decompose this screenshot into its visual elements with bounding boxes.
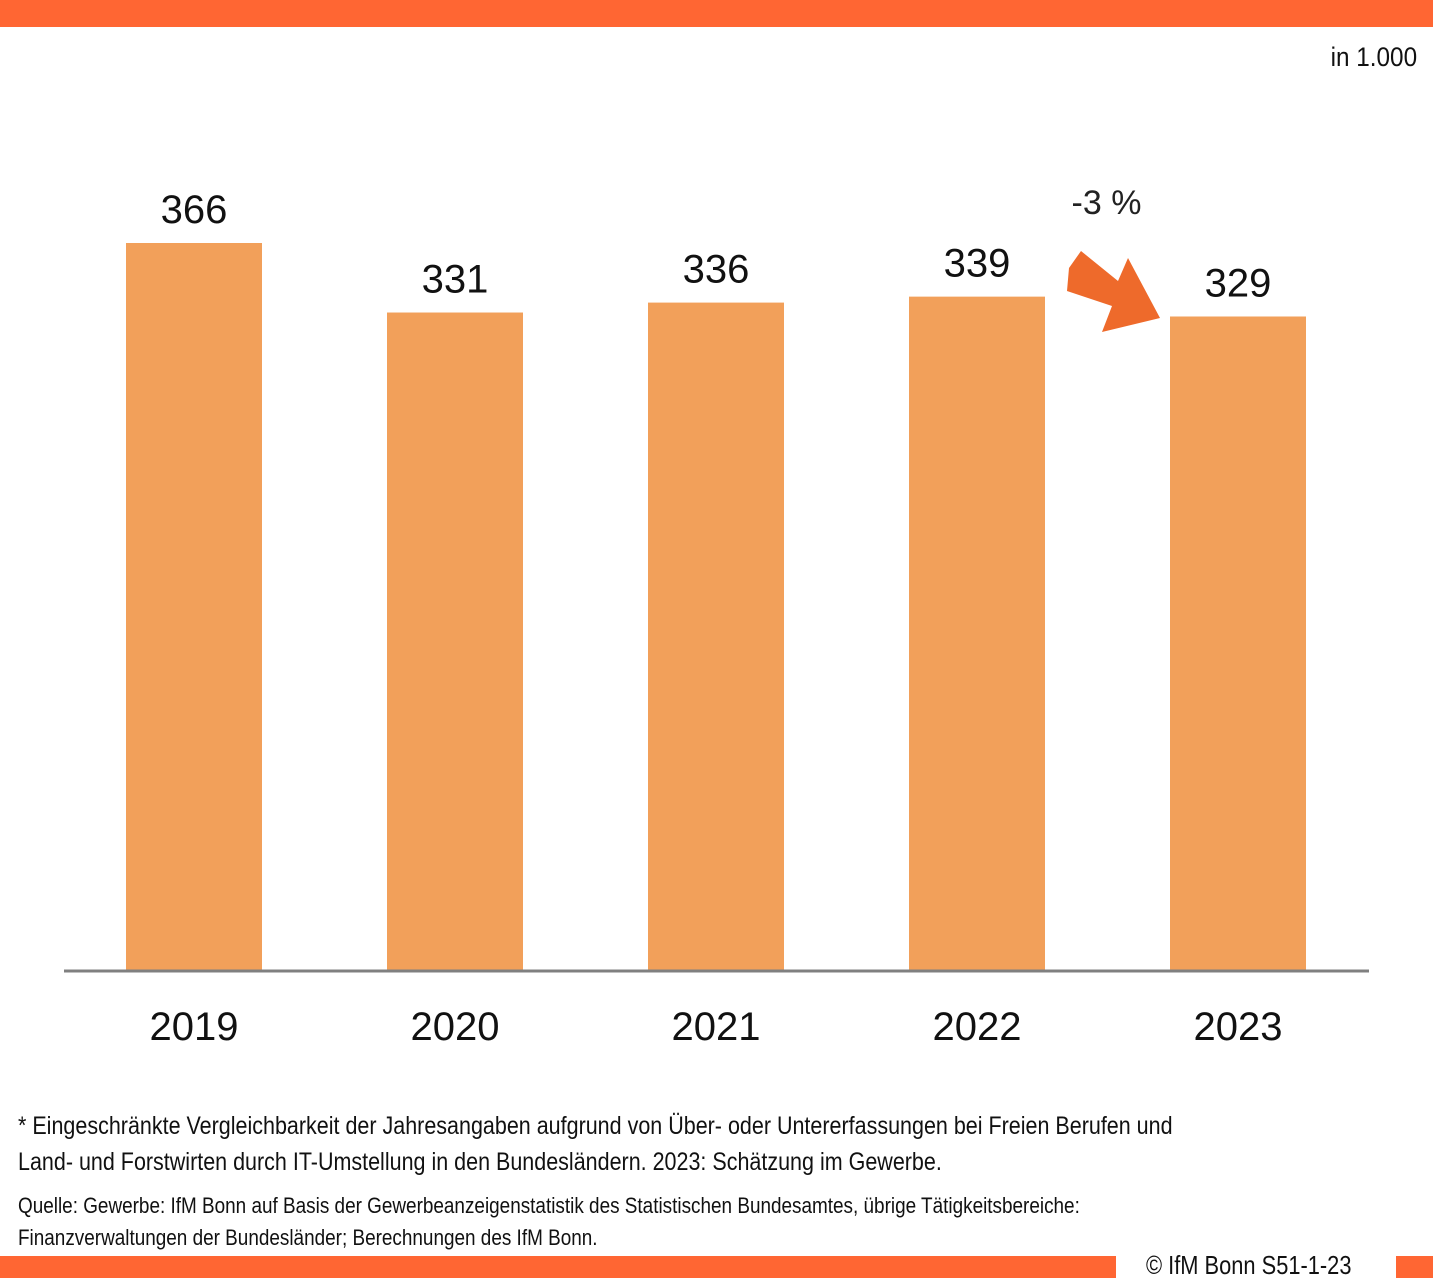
x-tick-label-2020: 2020 <box>411 1005 500 1049</box>
top-accent-bar <box>0 0 1433 27</box>
bar-2020 <box>387 312 523 970</box>
data-label-2023: 329 <box>1205 261 1272 305</box>
x-tick-label-2023: 2023 <box>1194 1005 1283 1049</box>
bar-2021 <box>648 302 784 970</box>
data-label-2019: 366 <box>161 188 228 232</box>
x-tick-label-2021: 2021 <box>672 1005 761 1049</box>
data-label-2020: 331 <box>422 258 489 302</box>
x-tick-label-2022: 2022 <box>933 1005 1022 1049</box>
footnote: * Eingeschränkte Vergleichbarkeit der Ja… <box>18 1112 1173 1176</box>
bar-2019 <box>126 243 262 970</box>
bar-2022 <box>909 296 1045 971</box>
bottom-accent-bar-right <box>1396 1256 1433 1278</box>
bar-chart: 366 2019 331 2020 336 2021 339 2022 329 2023 -3 % <box>64 184 1369 1049</box>
data-label-2021: 336 <box>683 248 750 292</box>
unit-label: in 1.000 <box>1330 42 1417 72</box>
source-note: Quelle: Gewerbe: IfM Bonn auf Basis der … <box>18 1193 1080 1250</box>
bar-2023 <box>1170 316 1306 971</box>
data-label-2022: 339 <box>944 242 1011 286</box>
x-tick-label-2019: 2019 <box>150 1005 239 1049</box>
change-annotation: -3 % <box>1072 184 1142 222</box>
change-arrow <box>1067 251 1160 332</box>
bottom-accent-bar-left <box>0 1256 1116 1278</box>
copyright: © IfM Bonn S51-1-23 <box>1146 1250 1352 1280</box>
